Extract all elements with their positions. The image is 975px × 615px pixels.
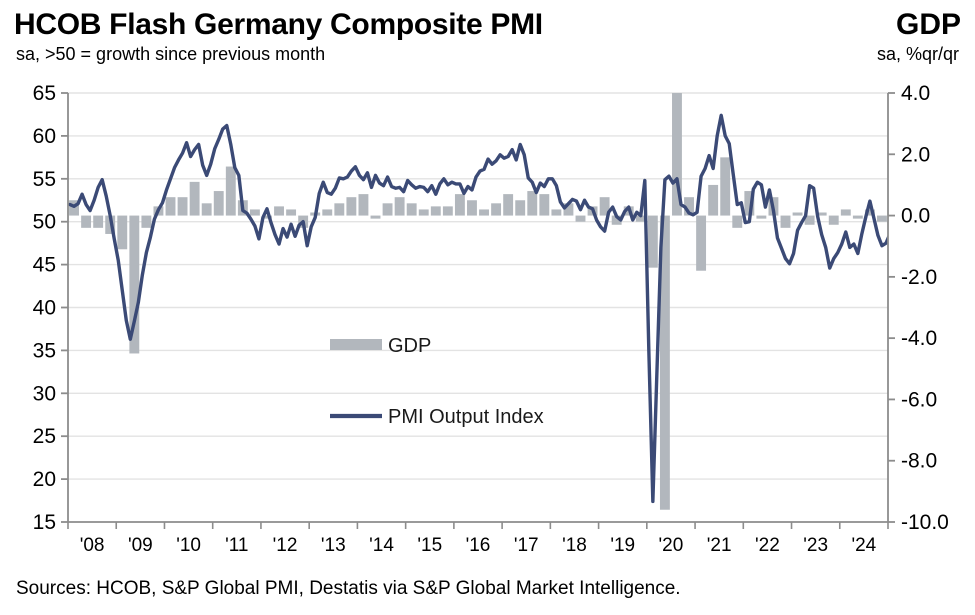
axes (61, 92, 895, 529)
x-axis-labels: '08 '09 '10 '11 '12 '13 '14 '15 '16 '17 '18 '19 '20 '… (80, 535, 877, 556)
svg-text:'16: '16 (466, 535, 491, 556)
right-axis-title: GDP (895, 8, 961, 41)
svg-text:30: 30 (33, 382, 56, 405)
svg-text:'14: '14 (369, 535, 394, 556)
svg-text:0.0: 0.0 (901, 205, 930, 228)
svg-text:'10: '10 (176, 535, 201, 556)
svg-text:50: 50 (33, 211, 56, 234)
svg-text:'08: '08 (80, 535, 105, 556)
svg-text:2.0: 2.0 (901, 143, 930, 166)
svg-text:GDP: GDP (388, 335, 431, 357)
y-axis-labels: 15 20 25 30 35 40 45 50 55 60 65 (33, 82, 56, 534)
right-y-axis-labels: -10.0 -8.0 -6.0 -4.0 -2.0 0.0 2.0 4.0 (901, 82, 949, 534)
svg-text:'17: '17 (514, 535, 539, 556)
right-axis-subtitle: sa, %qr/qr (876, 44, 959, 64)
gdp-bars (69, 93, 887, 510)
svg-text:'13: '13 (321, 535, 346, 556)
chart-legend: GDP PMI Output Index (330, 335, 544, 428)
svg-text:'12: '12 (273, 535, 298, 556)
svg-text:'18: '18 (562, 535, 587, 556)
svg-text:'15: '15 (417, 535, 442, 556)
svg-text:'09: '09 (128, 535, 153, 556)
svg-text:-10.0: -10.0 (901, 511, 949, 534)
svg-text:'11: '11 (225, 535, 248, 556)
svg-text:60: 60 (33, 125, 56, 148)
svg-text:35: 35 (33, 339, 56, 362)
svg-text:'22: '22 (755, 535, 780, 556)
pmi-line (68, 113, 888, 504)
svg-text:15: 15 (33, 511, 56, 534)
svg-text:'21: '21 (707, 535, 732, 556)
svg-text:25: 25 (33, 425, 56, 448)
svg-text:'19: '19 (610, 535, 635, 556)
svg-text:4.0: 4.0 (901, 82, 930, 105)
page-subtitle: sa, >50 = growth since previous month (16, 44, 326, 64)
svg-text:45: 45 (33, 254, 56, 277)
svg-text:'23: '23 (803, 535, 828, 556)
svg-text:40: 40 (33, 297, 56, 320)
svg-text:-8.0: -8.0 (901, 450, 937, 473)
page-title: HCOB Flash Germany Composite PMI (14, 8, 543, 41)
sources-note: Sources: HCOB, S&P Global PMI, Destatis … (16, 578, 681, 599)
svg-text:-6.0: -6.0 (901, 388, 937, 411)
svg-text:-4.0: -4.0 (901, 327, 937, 350)
svg-text:PMI Output Index: PMI Output Index (388, 406, 544, 428)
svg-text:55: 55 (33, 168, 56, 191)
svg-text:20: 20 (33, 468, 56, 491)
svg-text:'24: '24 (851, 535, 876, 556)
svg-text:65: 65 (33, 82, 56, 105)
gridlines (68, 92, 888, 480)
svg-text:'20: '20 (659, 535, 684, 556)
svg-text:-2.0: -2.0 (901, 266, 937, 289)
